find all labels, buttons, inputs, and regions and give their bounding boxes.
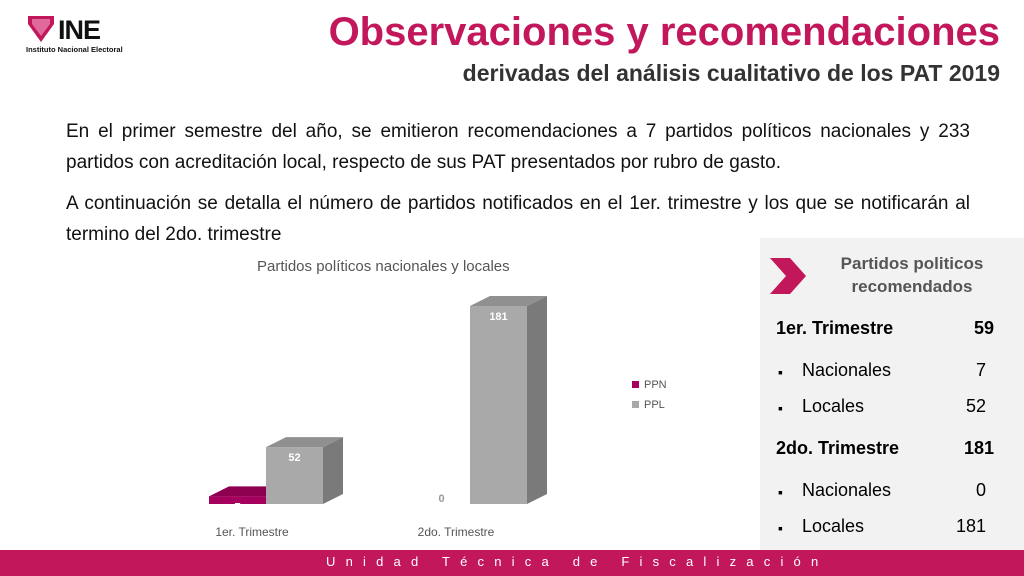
bar-side [323, 437, 343, 504]
page-title: Observaciones y recomendaciones [328, 10, 1000, 54]
panel-row-label: Nacionales [802, 360, 892, 380]
ine-logo-mark-icon [28, 16, 54, 42]
panel-row-value: 181 [963, 438, 994, 458]
panel-row-value: 181 [955, 516, 986, 536]
panel-row-value: 52 [965, 396, 986, 416]
logo-wordmark: INE [58, 15, 101, 45]
chart-svg: 7 52 1er. Trimestre 0 181 2do. Trimestre PPN PP… [209, 296, 667, 539]
intro-paragraph: En el primer semestre del año, se emitie… [66, 121, 970, 173]
panel-title: Partidos politicos recomendados [840, 254, 984, 296]
data-label: 7 [234, 501, 240, 513]
bullet-icon: ▪ [778, 520, 783, 536]
logo-subtitle: Instituto Nacional Electoral [26, 45, 123, 54]
data-label: 52 [288, 452, 300, 464]
panel-row-item: ▪ Nacionales 7 [760, 360, 1024, 386]
category-label: 1er. Trimestre [215, 525, 289, 539]
category-label: 2do. Trimestre [418, 525, 495, 539]
panel-row-label: Locales [802, 516, 865, 536]
bar-side [527, 296, 547, 504]
panel-row-item: ▪ Locales 52 [760, 396, 1024, 422]
panel-row-period: 1er. Trimestre 59 [760, 318, 1024, 344]
bar-front [470, 306, 527, 504]
bar-front [266, 447, 323, 504]
bullet-icon: ▪ [778, 484, 783, 500]
legend-swatch [632, 401, 639, 408]
panel-row-value: 59 [973, 318, 994, 338]
panel-row-label: Nacionales [802, 480, 892, 500]
data-label: 181 [489, 311, 507, 323]
panel-row-item: ▪ Locales 181 [760, 516, 1024, 542]
chevron-right-icon [770, 258, 806, 294]
bar-chart: Partidos políticos nacionales y locales … [195, 254, 735, 554]
panel-row-value: 7 [975, 360, 986, 380]
data-label: 0 [438, 493, 444, 505]
bullet-icon: ▪ [778, 400, 783, 416]
footer-bar: Unidad Técnica de Fiscalización [0, 550, 1024, 576]
detail-paragraph: A continuación se detalla el número de p… [66, 193, 970, 245]
page-subtitle: derivadas del análisis cualitativo de lo… [462, 60, 1000, 86]
ine-logo: INE Instituto Nacional Electoral [26, 14, 156, 56]
bar-top [266, 437, 343, 448]
panel-row-label: 2do. Trimestre [776, 438, 900, 458]
legend-swatch [632, 381, 639, 388]
bar-front [209, 496, 266, 504]
panel-row-label: Locales [802, 396, 865, 416]
bullet-icon: ▪ [778, 364, 783, 380]
panel-row-label: 1er. Trimestre [776, 318, 894, 338]
legend-label: PPN [644, 379, 667, 391]
chart-title: Partidos políticos nacionales y locales [257, 258, 510, 275]
bar-top [470, 296, 547, 306]
summary-panel: Partidos politicos recomendados 1er. Tri… [760, 238, 1024, 550]
panel-row-item: ▪ Nacionales 0 [760, 480, 1024, 506]
panel-row-value: 0 [975, 480, 986, 500]
footer-text: Unidad Técnica de Fiscalización [326, 554, 829, 569]
panel-row-period: 2do. Trimestre 181 [760, 438, 1024, 464]
legend-label: PPL [644, 399, 665, 411]
